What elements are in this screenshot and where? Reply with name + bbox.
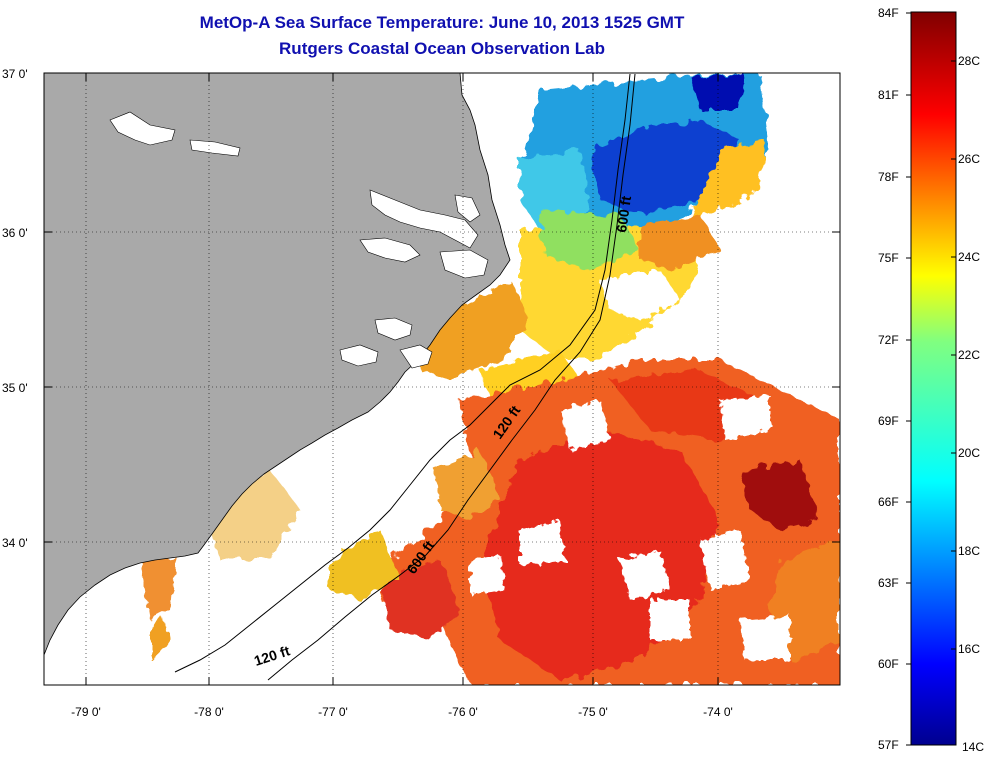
cb-c-28: 28C — [958, 54, 980, 68]
cb-f-84: 84F — [878, 6, 899, 20]
cb-c-16: 16C — [958, 642, 980, 656]
cb-c-24: 24C — [958, 250, 980, 264]
lon-label-78: -78 0' — [194, 705, 224, 719]
sounds — [109, 111, 489, 369]
cb-c-18: 18C — [958, 544, 980, 558]
cb-f-57: 57F — [878, 738, 899, 752]
lat-label-37: 37 0' — [2, 67, 28, 81]
lat-label-34: 34 0' — [2, 536, 28, 550]
lon-label-76: -76 0' — [448, 705, 478, 719]
cb-f-69: 69F — [878, 414, 899, 428]
cb-f-81: 81F — [878, 88, 899, 102]
colorbar: 84F 81F 78F 75F 72F 69F 66F 63F 60F 57F … — [878, 6, 984, 754]
lat-label-36: 36 0' — [2, 226, 28, 240]
map-subtitle: Rutgers Coastal Ocean Observation Lab — [279, 39, 605, 58]
lon-label-79: -79 0' — [71, 705, 101, 719]
lat-label-35: 35 0' — [2, 381, 28, 395]
sst-field — [140, 74, 840, 685]
lon-label-74: -74 0' — [703, 705, 733, 719]
cb-f-75: 75F — [878, 251, 899, 265]
cb-f-72: 72F — [878, 333, 899, 347]
cb-f-63: 63F — [878, 576, 899, 590]
map-title: MetOp-A Sea Surface Temperature: June 10… — [199, 13, 685, 32]
graticule — [44, 73, 840, 685]
cb-c-22: 22C — [958, 348, 980, 362]
cb-c-20: 20C — [958, 446, 980, 460]
lon-label-75: -75 0' — [578, 705, 608, 719]
plot-frame — [43, 72, 841, 686]
colorbar-gradient — [910, 11, 957, 746]
bathymetry-contours — [174, 73, 636, 681]
axis-ticks — [44, 72, 840, 685]
cb-f-60: 60F — [878, 657, 899, 671]
cb-f-78: 78F — [878, 170, 899, 184]
cb-c-14: 14C — [962, 740, 984, 754]
cb-f-66: 66F — [878, 495, 899, 509]
lon-label-77: -77 0' — [318, 705, 348, 719]
contour-label-600ft-north: 600 ft — [613, 195, 634, 234]
cb-c-26: 26C — [958, 152, 980, 166]
